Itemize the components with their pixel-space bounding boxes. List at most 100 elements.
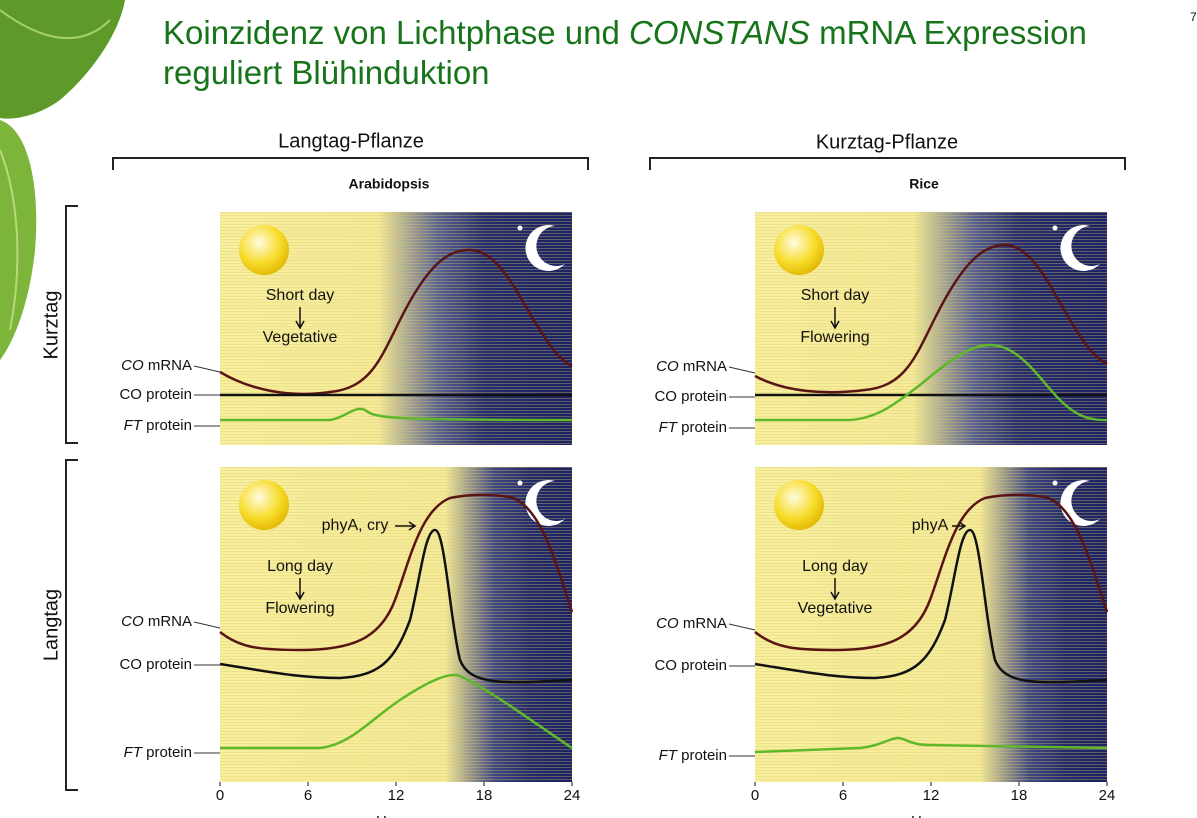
curve-label: FT protein: [124, 417, 192, 434]
label-part: CO: [121, 613, 144, 630]
label-part: protein: [677, 419, 727, 436]
day-length: Short day: [801, 287, 869, 304]
row-label: Kurztag: [40, 291, 62, 360]
x-tick-label: 24: [1099, 787, 1116, 804]
outcome: Flowering: [800, 329, 869, 346]
star: [1052, 225, 1058, 231]
curve-label: FT protein: [659, 747, 727, 764]
x-tick-label: 6: [304, 787, 312, 804]
leader-line: [193, 365, 221, 373]
label-part: protein: [677, 747, 727, 764]
curve-label: CO mRNA: [121, 613, 192, 630]
label-part: CO: [121, 357, 144, 374]
x-tick-label: 18: [476, 787, 493, 804]
arrow: [830, 578, 840, 601]
row-label: Langtag: [40, 589, 62, 661]
bracket: [65, 459, 78, 791]
star: [1052, 480, 1058, 486]
x-tick-label: 18: [1011, 787, 1028, 804]
species: Rice: [909, 176, 939, 192]
panel: Long day Vegetative phyA: [754, 467, 1109, 782]
title-part: CONSTANS: [629, 14, 810, 51]
curve-label: CO protein: [654, 388, 727, 405]
moon: [525, 480, 565, 527]
species: Arabidopsis: [349, 176, 430, 192]
sun: [239, 225, 289, 275]
curve-label: CO mRNA: [656, 615, 727, 632]
bracket: [112, 157, 589, 170]
outcome: Flowering: [265, 600, 334, 617]
label-part: mRNA: [144, 613, 192, 630]
panel: Short day Vegetative: [219, 212, 573, 445]
title-line-2: reguliert Blühinduktion: [163, 54, 490, 91]
label-part: FT: [659, 419, 679, 436]
bracket: [649, 157, 1126, 170]
day-length: Long day: [267, 558, 333, 575]
arrow: [295, 578, 305, 601]
curve-label: CO protein: [654, 657, 727, 674]
label-part: FT: [659, 747, 679, 764]
leader-line: [728, 366, 756, 374]
curve-label: CO protein: [119, 656, 192, 673]
moon: [1060, 480, 1100, 527]
star: [517, 225, 523, 231]
co-mrna-curve: [219, 248, 573, 396]
co-protein-curve: [754, 528, 1108, 684]
moon: [1060, 225, 1100, 272]
label-part: mRNA: [679, 358, 727, 375]
photoreceptor: phyA, cry: [322, 517, 389, 534]
photoreceptor: phyA: [912, 517, 949, 534]
leaf-decoration: [0, 0, 125, 360]
x-tick-label: 24: [564, 787, 581, 804]
ft-protein-curve: [755, 343, 1108, 422]
moon: [525, 225, 565, 272]
arrow: [830, 307, 840, 330]
co-mrna-curve: [219, 493, 574, 652]
co-protein-curve: [219, 528, 573, 684]
ft-protein-curve: [220, 407, 573, 422]
panel: Long day Flowering phyA, cry: [219, 467, 574, 782]
ft-protein-curve: [220, 673, 573, 750]
label-part: protein: [142, 417, 192, 434]
x-tick-label: 0: [216, 787, 224, 804]
leader-line: [728, 623, 756, 631]
co-mrna-curve: [754, 243, 1108, 394]
x-tick-label: 6: [839, 787, 847, 804]
label-part: CO: [656, 615, 679, 632]
page-number: 7: [1190, 10, 1197, 24]
curve-label: CO protein: [119, 386, 192, 403]
column-header: Kurztag-Pflanze: [816, 131, 958, 153]
label-part: mRNA: [679, 615, 727, 632]
curve-label: FT protein: [124, 744, 192, 761]
title-part: Koinzidenz von Lichtphase und: [163, 14, 629, 51]
sun: [774, 225, 824, 275]
arrow: [395, 521, 417, 531]
outcome: Vegetative: [263, 329, 338, 346]
x-tick-label: 0: [751, 787, 759, 804]
outcome: Vegetative: [798, 600, 873, 617]
x-axis-label: Hours: [911, 813, 951, 818]
title-line-1: Koinzidenz von Lichtphase und CONSTANS m…: [163, 14, 1087, 51]
bracket: [65, 205, 78, 444]
panel: Short day Flowering: [754, 212, 1108, 445]
day-length: Short day: [266, 287, 334, 304]
column-header: Langtag-Pflanze: [278, 130, 424, 152]
arrow: [952, 521, 967, 531]
curve-label: FT protein: [659, 419, 727, 436]
x-tick-label: 12: [923, 787, 940, 804]
curve-label: CO mRNA: [121, 357, 192, 374]
day-length: Long day: [802, 558, 868, 575]
label-part: protein: [142, 744, 192, 761]
curve-label: CO mRNA: [656, 358, 727, 375]
label-part: FT: [124, 744, 144, 761]
co-mrna-curve: [754, 493, 1109, 652]
label-part: mRNA: [144, 357, 192, 374]
sun: [774, 480, 824, 530]
arrow: [295, 307, 305, 330]
star: [517, 480, 523, 486]
label-part: FT: [124, 417, 144, 434]
label-part: CO: [656, 358, 679, 375]
leader-line: [193, 621, 221, 629]
